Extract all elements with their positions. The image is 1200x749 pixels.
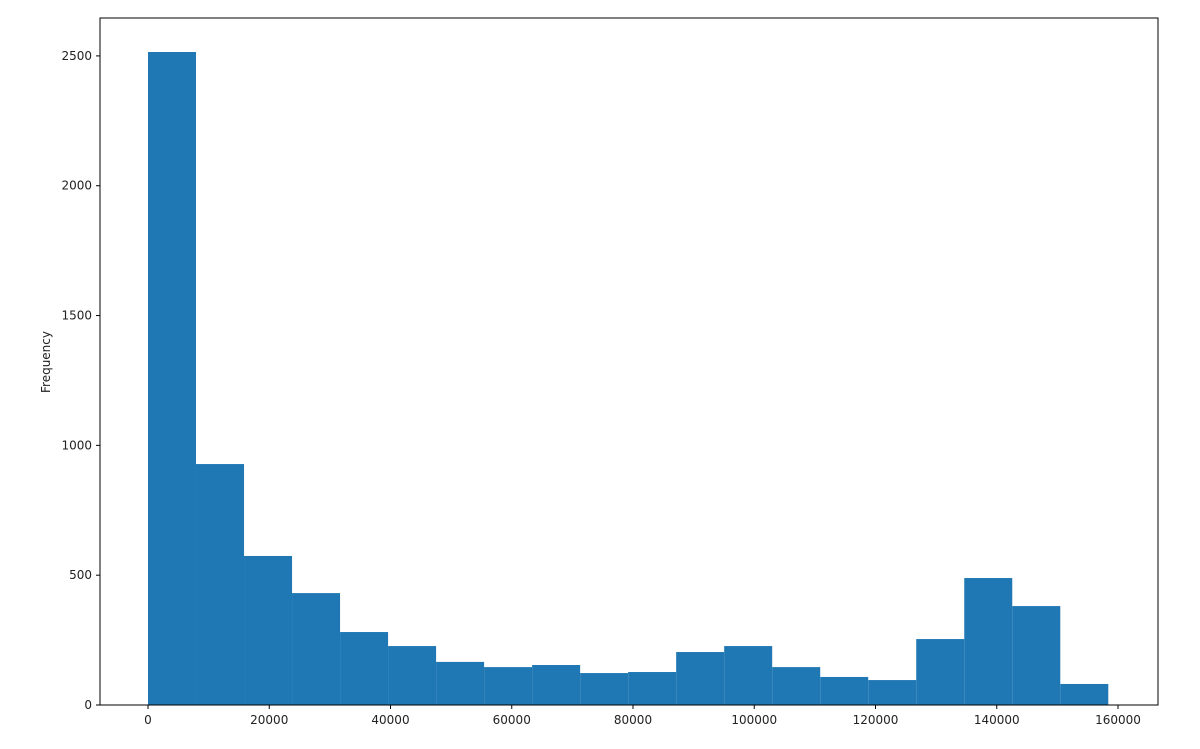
bar — [964, 578, 1013, 705]
y-axis-label: Frequency — [39, 331, 53, 393]
bar — [340, 632, 389, 705]
y-tick-label: 1500 — [61, 309, 92, 323]
bar — [484, 667, 533, 705]
x-tick-label: 0 — [144, 713, 152, 727]
bar — [292, 593, 341, 705]
bar — [724, 646, 773, 705]
bar — [532, 665, 581, 705]
x-tick-label: 40000 — [371, 713, 409, 727]
bar — [916, 639, 965, 705]
x-tick-label: 80000 — [614, 713, 652, 727]
bar — [388, 646, 437, 705]
x-tick-label: 140000 — [974, 713, 1020, 727]
bar — [676, 652, 725, 705]
bar — [868, 680, 917, 705]
x-tick-label: 120000 — [853, 713, 899, 727]
x-tick-label: 160000 — [1095, 713, 1141, 727]
bar — [628, 672, 677, 705]
bar — [772, 667, 821, 705]
y-tick-label: 0 — [84, 698, 92, 712]
bar — [580, 673, 629, 705]
bar — [148, 52, 197, 706]
bar — [436, 661, 485, 705]
bar — [244, 555, 293, 705]
y-tick-label: 2500 — [61, 49, 92, 63]
bar — [1012, 606, 1061, 705]
y-tick-label: 1000 — [61, 438, 92, 452]
bar — [196, 464, 245, 705]
y-tick-label: 2000 — [61, 179, 92, 193]
x-tick-label: 60000 — [493, 713, 531, 727]
x-tick-label: 100000 — [731, 713, 777, 727]
bar — [820, 676, 869, 705]
plot-frame — [99, 17, 1159, 706]
x-tick-label: 20000 — [250, 713, 288, 727]
bar — [1060, 683, 1109, 705]
y-tick-label: 500 — [69, 568, 92, 582]
